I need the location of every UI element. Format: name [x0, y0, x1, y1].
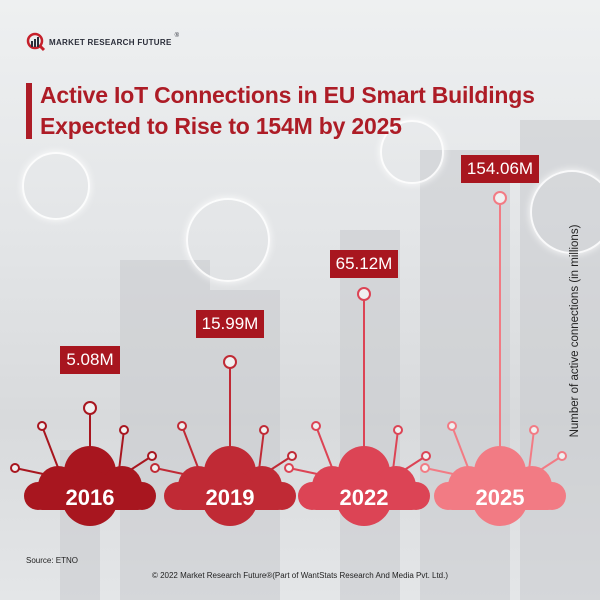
cloud-2016 [24, 446, 156, 526]
background-building [120, 260, 210, 600]
cloud-2022 [298, 446, 430, 526]
tendril-node [311, 421, 321, 431]
copyright-note: © 2022 Market Research Future®(Part of W… [151, 571, 449, 580]
tendril-node [420, 463, 430, 473]
value-node-2016 [83, 401, 97, 415]
y-axis-label: Number of active connections (in million… [569, 224, 581, 438]
tendril-node [447, 421, 457, 431]
cloud-base [438, 482, 562, 510]
tendril-node [10, 463, 20, 473]
source-note: Source: ETNO [26, 556, 79, 565]
tablet-icon [186, 198, 270, 282]
value-node-2019 [223, 355, 237, 369]
value-label-2016: 5.08M [60, 346, 120, 374]
tendril-node [37, 421, 47, 431]
logo-text: MARKET RESEARCH FUTURE [49, 37, 172, 47]
cloud-base [168, 482, 292, 510]
year-label-2016: 2016 [66, 485, 115, 510]
tendril-node [284, 463, 294, 473]
chart-title: Active IoT Connections in EU Smart Build… [40, 80, 535, 142]
value-label-2019: 15.99M [195, 310, 265, 338]
brand-logo: MARKET RESEARCH FUTURE ® [26, 32, 179, 52]
background-building [210, 290, 280, 600]
cloud-2019 [164, 446, 296, 526]
year-label-2022: 2022 [340, 485, 389, 510]
logo-icon [26, 32, 46, 52]
cloud-2025 [434, 446, 566, 526]
tendril-node [147, 451, 157, 461]
logo-registered-mark: ® [174, 33, 180, 39]
year-label-2025: 2025 [476, 485, 525, 510]
tendril-node [557, 451, 567, 461]
tendril-node [150, 463, 160, 473]
settings-icon [380, 120, 444, 184]
tendril-node [287, 451, 297, 461]
title-line-2: Expected to Rise to 154M by 2025 [40, 113, 402, 139]
title-accent-bar [26, 83, 32, 139]
tendril-node [529, 425, 539, 435]
tendril-node [177, 421, 187, 431]
value-label-2022: 65.12M [329, 250, 399, 278]
globe-icon [22, 152, 90, 220]
year-label-2019: 2019 [206, 485, 255, 510]
value-node-2025 [493, 191, 507, 205]
value-node-2022 [357, 287, 371, 301]
tendril-node [119, 425, 129, 435]
tendril-node [259, 425, 269, 435]
value-label-2025: 154.06M [460, 155, 540, 183]
title-line-1: Active IoT Connections in EU Smart Build… [40, 82, 535, 108]
tendril-node [421, 451, 431, 461]
tendril-node [393, 425, 403, 435]
cloud-upload-icon [530, 170, 600, 254]
cloud-base [28, 482, 152, 510]
cloud-base [302, 482, 426, 510]
